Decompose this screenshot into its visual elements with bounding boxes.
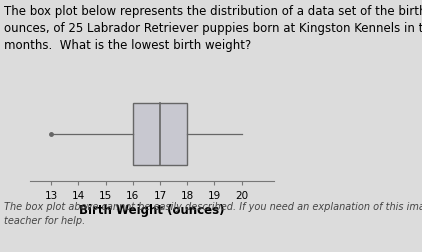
Text: The box plot above cannot be easily described. If you need an explanation of thi: The box plot above cannot be easily desc… xyxy=(4,202,422,225)
Text: The box plot below represents the distribution of a data set of the birth weight: The box plot below represents the distri… xyxy=(4,5,422,52)
Bar xyxy=(133,104,187,165)
X-axis label: Birth Weight (ounces): Birth Weight (ounces) xyxy=(79,203,225,216)
